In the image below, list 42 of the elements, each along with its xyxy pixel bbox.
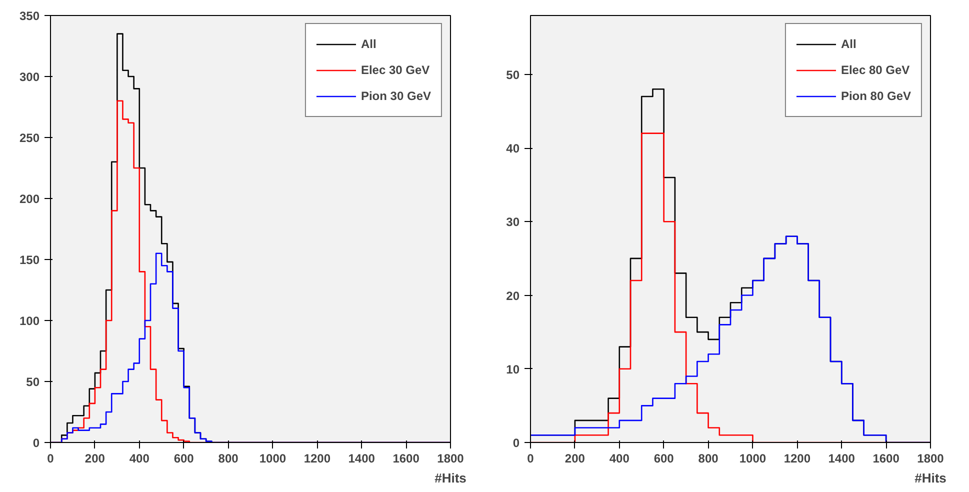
x-tick-label: 600 [654,452,674,466]
x-tick-label: 1800 [917,452,944,466]
x-tick-label: 1400 [348,452,376,466]
y-tick-label: 300 [19,70,40,84]
x-tick-label: 1200 [784,452,811,466]
x-tick-label: 800 [218,452,239,466]
y-tick-label: 30 [506,215,520,230]
x-tick-label: 400 [609,452,630,466]
x-tick-label: 0 [47,452,54,466]
x-axis-title: #Hits [914,470,946,486]
y-tick-label: 350 [19,9,40,23]
x-axis-title: #Hits [434,470,466,486]
y-tick-label: 50 [506,68,520,82]
legend-label: All [360,37,378,51]
legend-label: Elec 30 GeV [360,63,430,77]
legend-label: Pion 30 GeV [360,89,431,103]
y-tick-label: 150 [19,253,40,267]
legend-label: Elec 80 GeV [840,63,910,77]
x-tick-label: 1000 [739,452,766,466]
x-tick-label: 600 [174,452,194,466]
x-tick-label: 1400 [828,452,856,466]
legend-label: Pion 80 GeV [840,89,911,103]
x-tick-label: 1600 [872,452,900,466]
y-tick-label: 20 [506,288,520,303]
x-tick-label: 800 [698,452,719,466]
y-tick-label: 10 [506,362,520,376]
x-tick-label: 1200 [304,452,331,466]
x-tick-label: 1600 [392,452,420,466]
y-tick-label: 250 [19,131,40,145]
x-tick-label: 0 [527,452,534,466]
y-tick-label: 50 [26,375,40,389]
y-tick-label: 40 [506,142,520,156]
legend-label: All [840,37,858,51]
x-tick-label: 1000 [259,452,286,466]
y-tick-label: 0 [32,436,40,450]
y-tick-label: 0 [512,436,520,450]
y-tick-label: 100 [19,314,40,328]
x-tick-label: 400 [129,452,150,466]
x-tick-label: 200 [564,452,586,466]
x-tick-label: 200 [84,452,106,466]
y-tick-label: 200 [19,192,40,206]
x-tick-label: 1800 [437,452,464,466]
